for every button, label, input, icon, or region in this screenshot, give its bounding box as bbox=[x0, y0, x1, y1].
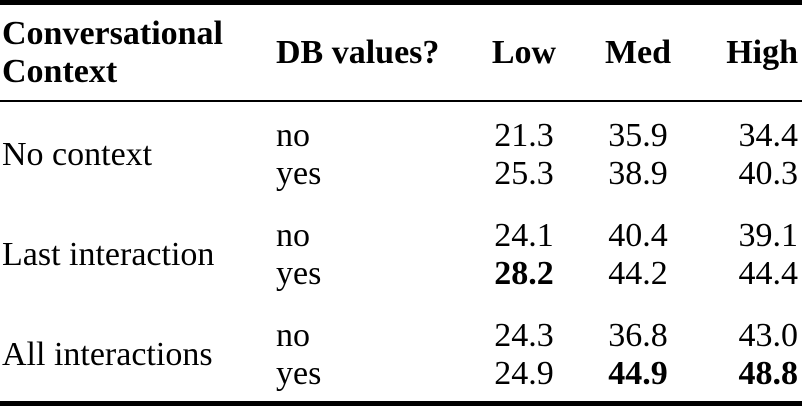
value: 43.0 bbox=[738, 317, 799, 354]
value: 36.8 bbox=[608, 317, 668, 354]
value: 24.1 bbox=[494, 217, 554, 254]
col-header-med: Med bbox=[580, 2, 696, 102]
db-value-no: no bbox=[276, 317, 310, 354]
row-group-no-context: No context no yes 21.3 25.3 35.9 38.9 34… bbox=[0, 101, 802, 193]
col-header-conversational-context: Conversational Context bbox=[0, 2, 272, 102]
value-bold: 48.8 bbox=[738, 355, 799, 392]
high-cell: 34.4 40.3 bbox=[696, 101, 802, 193]
col-header-low: Low bbox=[468, 2, 580, 102]
col-header-db-values: DB values? bbox=[272, 2, 468, 102]
row-label-all-interactions: All interactions bbox=[2, 336, 213, 373]
db-values-cell: no yes bbox=[272, 101, 468, 193]
value: 35.9 bbox=[608, 117, 668, 154]
low-cell: 24.3 24.9 bbox=[468, 293, 580, 404]
low-cell: 21.3 25.3 bbox=[468, 101, 580, 193]
row-label-no-context: No context bbox=[2, 136, 153, 173]
db-value-yes: yes bbox=[276, 255, 322, 292]
value: 40.4 bbox=[608, 217, 668, 254]
value: 40.3 bbox=[738, 155, 799, 192]
row-label-last-interaction: Last interaction bbox=[2, 236, 215, 273]
row-group-last-interaction: Last interaction no yes 24.1 28.2 40.4 4… bbox=[0, 193, 802, 293]
db-value-yes: yes bbox=[276, 155, 322, 192]
header-row: Conversational Context DB values? Low Me… bbox=[0, 2, 802, 102]
value: 34.4 bbox=[738, 117, 799, 154]
value-bold: 28.2 bbox=[494, 255, 554, 292]
high-cell: 39.1 44.4 bbox=[696, 193, 802, 293]
value: 24.9 bbox=[494, 355, 554, 392]
low-cell: 24.1 28.2 bbox=[468, 193, 580, 293]
med-cell: 36.8 44.9 bbox=[580, 293, 696, 404]
db-value-yes: yes bbox=[276, 355, 322, 392]
value: 44.2 bbox=[608, 255, 668, 292]
db-values-cell: no yes bbox=[272, 293, 468, 404]
db-value-no: no bbox=[276, 217, 310, 254]
db-values-cell: no yes bbox=[272, 193, 468, 293]
med-cell: 40.4 44.2 bbox=[580, 193, 696, 293]
col-header-high: High bbox=[696, 2, 802, 102]
value: 38.9 bbox=[608, 155, 668, 192]
value-bold: 44.9 bbox=[608, 355, 668, 392]
high-cell: 43.0 48.8 bbox=[696, 293, 802, 404]
value: 24.3 bbox=[494, 317, 554, 354]
value: 39.1 bbox=[738, 217, 799, 254]
row-group-all-interactions: All interactions no yes 24.3 24.9 36.8 4… bbox=[0, 293, 802, 404]
value: 44.4 bbox=[738, 255, 799, 292]
db-value-no: no bbox=[276, 117, 310, 154]
value: 25.3 bbox=[494, 155, 554, 192]
med-cell: 35.9 38.9 bbox=[580, 101, 696, 193]
value: 21.3 bbox=[494, 117, 554, 154]
